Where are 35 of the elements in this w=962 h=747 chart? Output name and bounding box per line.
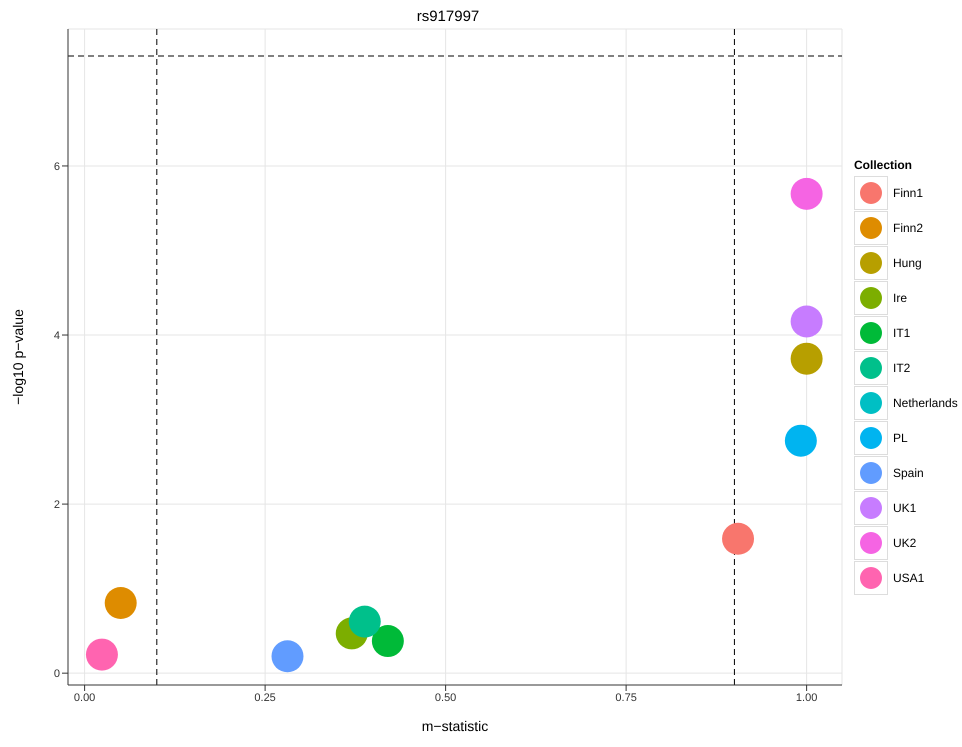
legend-label: UK1 — [893, 501, 916, 515]
y-tick-label: 4 — [54, 330, 60, 342]
point — [104, 587, 137, 619]
legend-label: USA1 — [893, 571, 924, 585]
point — [790, 178, 823, 210]
legend-label: UK2 — [893, 536, 916, 550]
x-tick-label: 0.75 — [615, 692, 637, 704]
y-tick-label: 0 — [54, 668, 60, 680]
x-tick-label: 0.50 — [434, 692, 456, 704]
x-tick-label: 0.00 — [74, 692, 96, 704]
legend-label: Finn1 — [893, 186, 924, 200]
legend-label: Finn2 — [893, 221, 924, 235]
legend-label: IT2 — [893, 361, 910, 375]
legend-label: Netherlands — [893, 396, 958, 410]
legend-label: Spain — [893, 466, 924, 480]
y-axis-title: −log10 p−value — [10, 308, 26, 405]
point — [372, 625, 404, 658]
x-axis-title: m−statistic — [422, 718, 488, 734]
x-tick-label: 1.00 — [796, 692, 818, 704]
point — [790, 305, 823, 338]
chart-title: rs917997 — [416, 8, 480, 25]
legend-label: IT1 — [893, 326, 910, 340]
legend-label: PL — [893, 431, 908, 445]
point — [722, 522, 754, 555]
y-tick-label: 6 — [54, 160, 60, 173]
legend-label: Ire — [893, 291, 908, 305]
y-tick-label: 2 — [54, 499, 60, 511]
legend-label: Hung — [893, 256, 922, 270]
point — [271, 640, 304, 672]
point — [348, 606, 381, 638]
point — [86, 638, 118, 671]
x-tick-label: 0.25 — [254, 692, 276, 704]
point — [790, 342, 823, 375]
point — [784, 424, 817, 457]
legend-title: Collection — [854, 158, 914, 172]
